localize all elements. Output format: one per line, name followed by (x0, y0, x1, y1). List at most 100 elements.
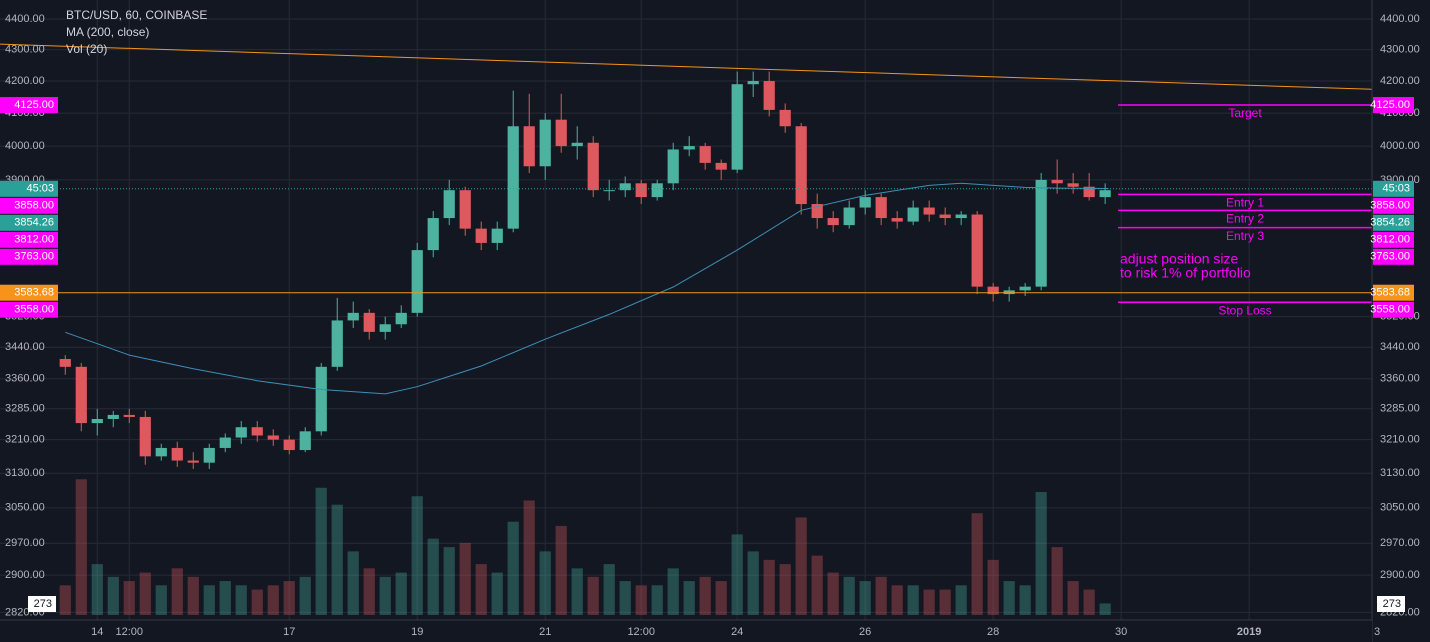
volume-bar (1051, 547, 1063, 615)
price-tag (0, 214, 58, 231)
candle-body (603, 190, 615, 192)
candle-body (859, 197, 871, 208)
candle-body (107, 414, 119, 419)
legend-volume: Vol (20) (66, 42, 107, 56)
price-tag (1373, 97, 1414, 114)
y-tick-label: 2900.00 (5, 569, 45, 581)
volume-bar (971, 513, 983, 615)
volume-bar (75, 479, 87, 615)
candle-body (475, 228, 487, 243)
volume-bar (363, 568, 375, 615)
volume-bar (571, 568, 583, 615)
volume-tag (1377, 596, 1405, 612)
candle-body (203, 447, 215, 463)
volume-bar (91, 564, 103, 615)
price-tag (0, 180, 58, 197)
candle-body (987, 286, 999, 295)
volume-bar (219, 581, 231, 615)
y-tick-label: 4000.00 (1380, 140, 1420, 152)
x-tick-label: 26 (859, 626, 871, 638)
y-tick-label: 3360.00 (5, 373, 45, 385)
y-tick-label: 4400.00 (5, 13, 45, 25)
volume-bar (651, 585, 663, 615)
y-tick-label: 3130.00 (5, 467, 45, 479)
annotation-line: to risk 1% of portfolio (1120, 265, 1251, 281)
y-tick-label: 3130.00 (1380, 467, 1420, 479)
candle-body (939, 214, 951, 219)
candle-body (491, 228, 503, 243)
volume-bar (667, 568, 679, 615)
volume-bar (731, 534, 743, 615)
candle-body (1019, 286, 1031, 291)
candle-body (891, 218, 903, 222)
candle-body (715, 162, 727, 170)
volume-bar (139, 572, 151, 615)
volume-bar (539, 551, 551, 615)
price-tag-label: 3812.00 (1370, 234, 1410, 246)
price-tag-label: 3858.00 (14, 200, 54, 212)
price-tag-label: 4125.00 (14, 99, 54, 111)
legend-ma: MA (200, close) (66, 25, 149, 39)
volume-bar (587, 576, 599, 615)
volume-bar (107, 576, 119, 615)
price-tag-label: 3583.68 (1370, 287, 1410, 299)
candle-body (523, 126, 535, 167)
price-tag (1373, 214, 1414, 231)
y-tick-label: 2970.00 (5, 537, 45, 549)
candle-body (1083, 186, 1095, 198)
volume-bar (843, 576, 855, 615)
volume-bar (347, 551, 359, 615)
candle-body (75, 366, 87, 424)
candle-body (651, 183, 663, 198)
candle-body (571, 142, 583, 147)
volume-bar (171, 568, 183, 615)
y-tick-label: 4400.00 (1380, 13, 1420, 25)
price-tag (1373, 231, 1414, 248)
volume-bar (267, 585, 279, 615)
candle-body (619, 183, 631, 191)
x-tick-label: 24 (731, 626, 743, 638)
volume-bar (1003, 581, 1015, 615)
candle-body (731, 84, 743, 170)
y-tick-label: 3210.00 (1380, 434, 1420, 446)
x-tick-label: 17 (283, 626, 295, 638)
volume-bar (507, 521, 519, 615)
volume-bar (411, 496, 423, 615)
price-tag-label: 3558.00 (1370, 304, 1410, 316)
x-tick-label: 3 (1374, 626, 1380, 638)
y-tick-label: 3050.00 (1380, 502, 1420, 514)
volume-bar (283, 581, 295, 615)
candle-body (907, 207, 919, 222)
volume-bar (475, 564, 487, 615)
y-tick-label: 4000.00 (5, 140, 45, 152)
volume-bar (155, 585, 167, 615)
volume-bar (635, 585, 647, 615)
price-tag (0, 231, 58, 248)
volume-bar (203, 585, 215, 615)
volume-bar (1083, 589, 1095, 615)
price-tag (0, 284, 58, 301)
volume-bar (555, 525, 567, 615)
price-tag (1373, 180, 1414, 197)
plot (59, 71, 1111, 470)
candle-body (667, 149, 679, 184)
volume-bar (603, 564, 615, 615)
candle-body (459, 190, 471, 229)
y-tick-label: 4300.00 (5, 44, 45, 56)
candle-body (635, 183, 647, 198)
candle-body (1099, 190, 1111, 198)
x-tick-label: 21 (539, 626, 551, 638)
y-tick-label: 3285.00 (1380, 403, 1420, 415)
volume-tag-label: 273 (1383, 598, 1401, 610)
y-tick-label: 3050.00 (5, 502, 45, 514)
candle-body (763, 81, 775, 110)
x-tick-label: 12:00 (115, 626, 143, 638)
candle-body (283, 439, 295, 451)
volume-bar (779, 564, 791, 615)
y-tick-label: 2900.00 (1380, 569, 1420, 581)
candle-body (187, 460, 199, 463)
price-tag-label: 3854.26 (1370, 217, 1410, 229)
candle-body (795, 126, 807, 205)
candle-body (443, 190, 455, 219)
